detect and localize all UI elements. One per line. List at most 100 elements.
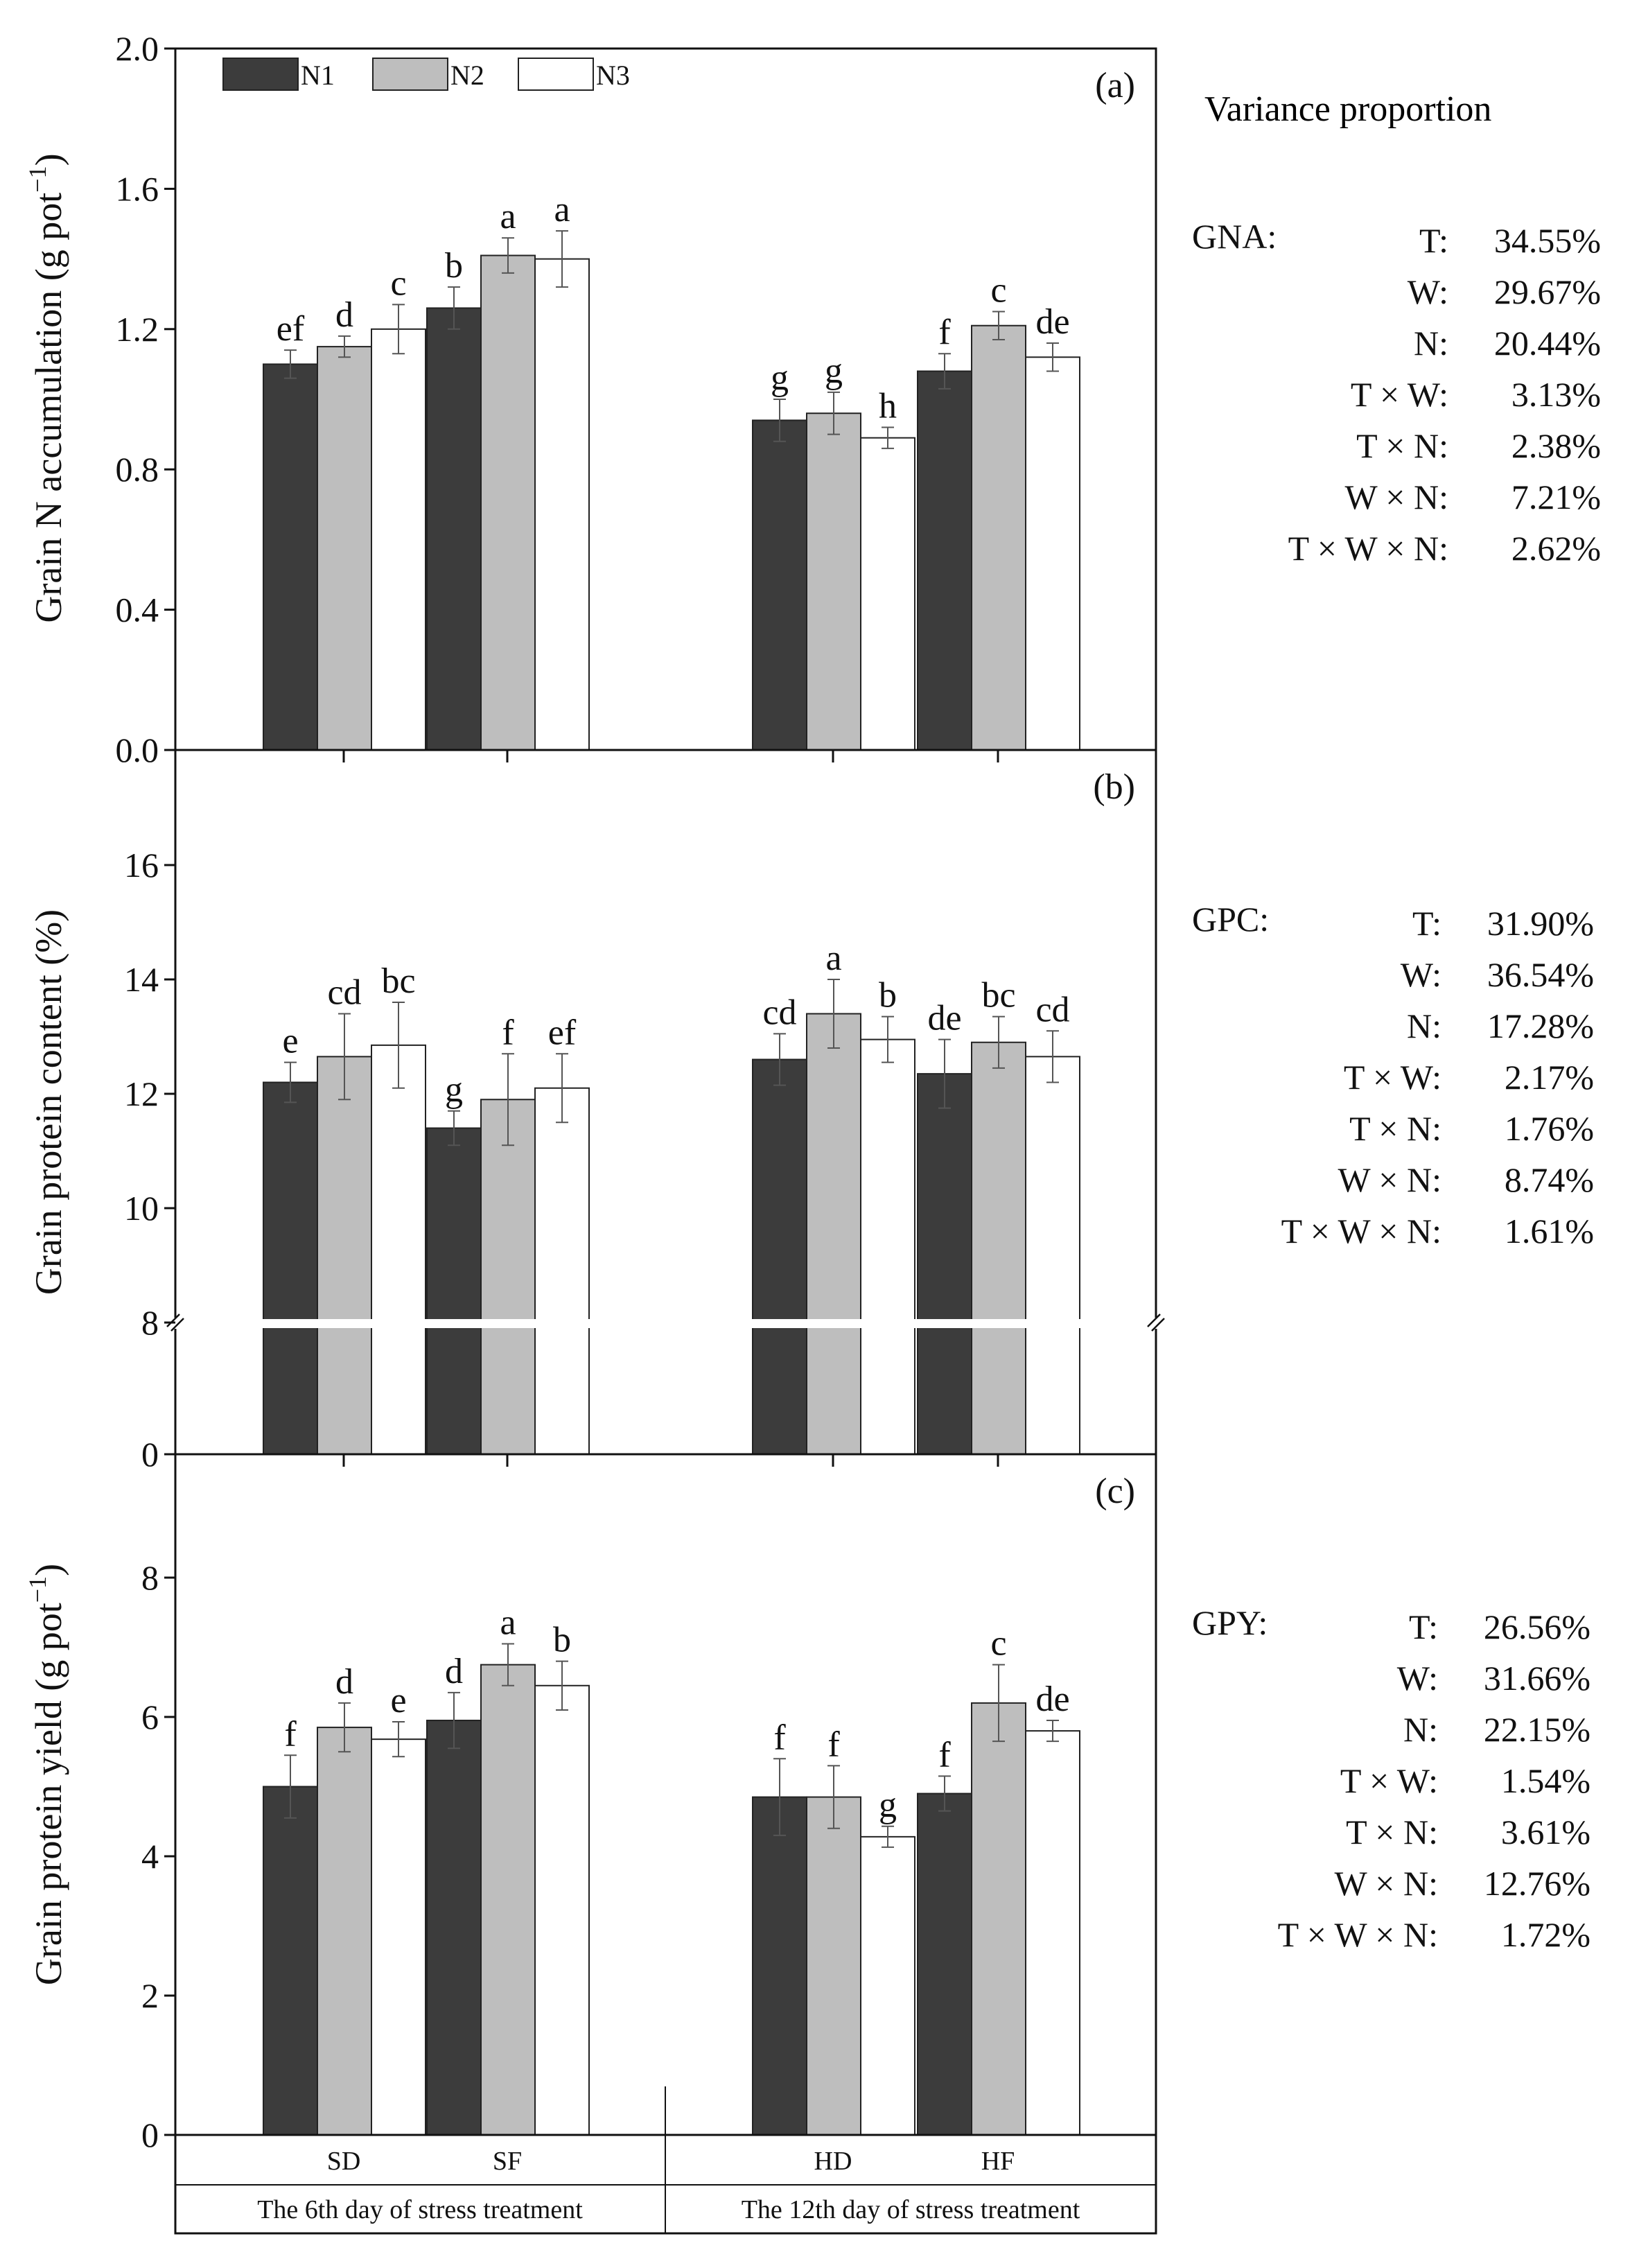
x-group-label: The 6th day of stress treatment [257,2195,583,2224]
variance-value: 3.13% [1511,375,1601,414]
variance-term: T × W × N: [1277,1915,1438,1954]
significance-letter: b [553,1621,571,1660]
y-tick-label: 0.8 [116,450,159,489]
variance-value: 1.61% [1504,1212,1594,1250]
bar-n3-sd [371,1738,426,2136]
bar-n3-hd [860,1835,915,2136]
variance-term: T × W: [1340,1761,1438,1800]
variance-value: 2.38% [1511,426,1601,465]
variance-row: T × N: 1.76% [0,1103,1639,1154]
significance-letter: c [990,1624,1006,1664]
significance-letter: e [390,1681,406,1720]
bar-n1-sf [426,1720,482,2136]
significance-letter: de [927,999,961,1038]
bar-n3-hd [860,437,915,751]
variance-row: W × N: 12.76% [0,1858,1639,1909]
variance-row: W: 29.67% [0,266,1639,317]
variance-value: 3.61% [1500,1813,1590,1851]
variance-term: W × N: [1338,1160,1442,1199]
x-category-hd: HD [814,2147,852,2176]
significance-letter: f [827,1725,840,1764]
bar-n3-hf [1025,356,1080,751]
significance-letter: de [1035,302,1069,342]
variance-row: T: 26.56% [0,1601,1639,1652]
variance-term: T × W: [1350,375,1448,414]
significance-letter: ef [548,1013,577,1052]
significance-letter: f [938,313,951,352]
variance-row: T: 31.90% [0,898,1639,949]
bar-n2-sf [480,1664,536,2136]
variance-term: T × N: [1356,426,1448,465]
variance-row: N: 20.44% [0,317,1639,369]
significance-letter: cd [327,973,361,1013]
y-tick-label: 0 [141,1435,159,1474]
variance-value: 31.66% [1483,1659,1590,1698]
significance-letter: a [500,197,516,236]
y-tick-label: 4 [141,1837,159,1876]
bar-n2-sd [317,1056,372,1455]
bar-n3-sf [534,1087,590,1455]
significance-letter: ef [277,309,305,349]
y-tick-label: 0 [141,2116,159,2154]
significance-letter: cd [762,993,796,1032]
significance-letter: h [879,386,897,426]
variance-term: N: [1403,1710,1438,1749]
variance-row: T × N: 3.61% [0,1806,1639,1858]
variance-term: T: [1412,904,1441,943]
x-category-sd: SD [327,2147,361,2176]
variance-row: T × W × N: 2.62% [0,523,1639,574]
variance-row: N: 17.28% [0,1000,1639,1052]
x-axis: SD SF HD HF The 6th day of stress treatment T… [174,2086,1157,2235]
y-tick-label: 8 [141,1303,159,1342]
y-axis-title: Grain N accumulation (g pot−1) [24,153,69,622]
y-tick-label: 12 [124,1074,159,1113]
variance-term: T: [1419,221,1448,260]
y-tick-label: 1.2 [116,310,159,349]
y-axis-title-text: Grain N accumulation (g pot [28,193,69,623]
variance-term: T × W: [1343,1058,1441,1097]
significance-letter: f [938,1735,951,1774]
significance-letter: f [502,1013,514,1052]
legend-swatch-n2 [372,58,448,91]
significance-letter: b [445,246,463,286]
bar-n2-sf [480,254,536,751]
y-tick-label: 10 [124,1189,159,1228]
y-tick-label: 8 [141,1558,159,1597]
variance-row: T × W: 1.54% [0,1755,1639,1806]
significance-letter: a [500,1603,516,1642]
bar-n3-sf [534,258,590,751]
variance-term: W: [1407,272,1448,311]
significance-letter: d [335,295,353,335]
significance-letter: g [825,351,843,391]
significance-letter: g [771,358,789,398]
variance-term: W × N: [1334,1864,1439,1903]
y-axis-title-end: ) [28,153,69,166]
variance-block-label: GPY: [1192,1603,1268,1642]
axis-break-gap [178,1319,1153,1328]
variance-row: T × N: 2.38% [0,420,1639,471]
y-axis-title-sup: −1 [24,166,51,192]
axis-break-mark [170,1318,184,1332]
y-tick-label: 2.0 [116,29,159,68]
variance-row: W × N: 7.21% [0,471,1639,523]
panel-b: e g cd de cd f a bc bc ef b cd 0 8 10 12 14 16 (b) Grain pr… [28,749,1165,1474]
variance-value: 36.54% [1487,955,1594,994]
significance-letter: g [879,1786,897,1825]
variance-block-label: GNA: [1192,217,1277,256]
panel-label: (c) [1095,1472,1135,1511]
bar-n1-hd [752,1058,807,1455]
variance-term: T: [1409,1607,1438,1646]
bar-n1-hd [752,1796,807,2136]
axis-break-mark [166,1314,180,1327]
axis-break-mark [1151,1318,1165,1332]
y-tick-label: 0.4 [116,591,159,629]
variance-value: 20.44% [1493,324,1601,363]
variance-value: 29.67% [1493,272,1601,311]
variance-value: 2.17% [1504,1058,1594,1097]
variance-value: 1.72% [1500,1915,1590,1954]
bar-n2-hd [806,1796,861,2136]
variance-term: T × N: [1346,1813,1438,1851]
significance-letter: c [390,263,406,303]
